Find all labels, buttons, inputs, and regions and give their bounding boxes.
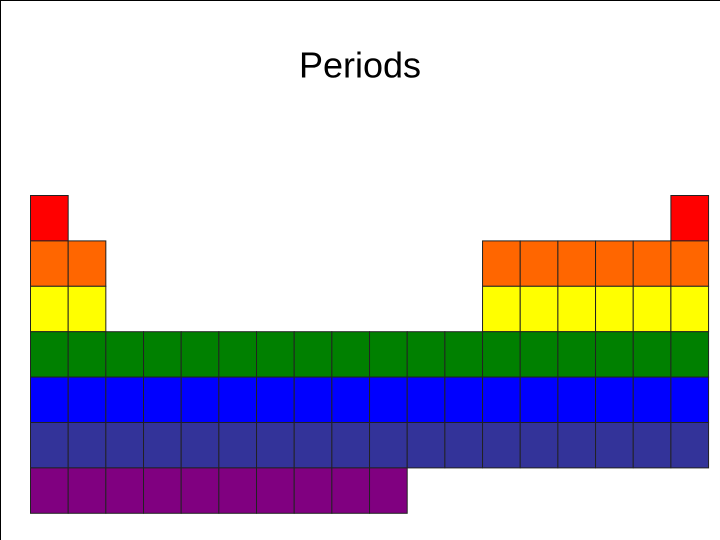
element-cell [331, 331, 371, 378]
element-cell [670, 240, 710, 287]
element-cell [30, 285, 69, 333]
element-cell [519, 331, 559, 378]
element-cell [67, 331, 107, 378]
element-cell [632, 422, 672, 469]
element-cell [105, 467, 145, 514]
element-cell [143, 331, 182, 378]
element-cell [595, 422, 634, 469]
element-cell [557, 285, 597, 333]
element-cell [105, 376, 145, 424]
element-cell [482, 331, 521, 378]
element-cell [30, 376, 69, 424]
element-cell [180, 331, 220, 378]
element-cell [30, 422, 69, 469]
element-cell [256, 331, 295, 378]
element-cell [482, 240, 521, 287]
element-cell [557, 240, 597, 287]
periodic-table [30, 195, 710, 514]
element-cell [670, 422, 710, 469]
element-cell [632, 285, 672, 333]
element-cell [105, 422, 145, 469]
element-cell [67, 285, 107, 333]
element-cell [256, 467, 295, 514]
element-cell [406, 376, 446, 424]
element-cell [331, 422, 371, 469]
element-cell [67, 467, 107, 514]
element-cell [30, 195, 69, 242]
element-cell [218, 422, 258, 469]
element-cell [519, 376, 559, 424]
element-cell [67, 376, 107, 424]
element-cell [369, 467, 408, 514]
element-cell [595, 376, 634, 424]
element-cell [406, 331, 446, 378]
element-cell [557, 331, 597, 378]
element-cell [632, 240, 672, 287]
element-cell [519, 240, 559, 287]
element-cell [670, 331, 710, 378]
element-cell [482, 376, 521, 424]
element-cell [256, 422, 295, 469]
element-cell [670, 195, 710, 242]
element-cell [519, 285, 559, 333]
element-cell [595, 331, 634, 378]
element-cell [67, 240, 107, 287]
element-cell [331, 467, 371, 514]
element-cell [482, 422, 521, 469]
element-cell [369, 376, 408, 424]
element-cell [444, 376, 484, 424]
element-cell [180, 376, 220, 424]
element-cell [143, 376, 182, 424]
element-cell [670, 285, 710, 333]
slide-title: Periods [299, 45, 421, 86]
element-cell [557, 422, 597, 469]
element-cell [143, 467, 182, 514]
element-cell [293, 422, 333, 469]
element-cell [444, 331, 484, 378]
element-cell [218, 331, 258, 378]
element-cell [557, 376, 597, 424]
element-cell [632, 331, 672, 378]
element-cell [180, 467, 220, 514]
element-cell [595, 285, 634, 333]
element-cell [369, 331, 408, 378]
element-cell [482, 285, 521, 333]
element-cell [67, 422, 107, 469]
element-cell [143, 422, 182, 469]
element-cell [293, 331, 333, 378]
element-cell [632, 376, 672, 424]
element-cell [30, 240, 69, 287]
element-cell [105, 331, 145, 378]
element-cell [218, 376, 258, 424]
element-cell [369, 422, 408, 469]
element-cell [180, 422, 220, 469]
element-cell [30, 467, 69, 514]
element-cell [293, 376, 333, 424]
element-cell [331, 376, 371, 424]
element-cell [406, 422, 446, 469]
element-cell [293, 467, 333, 514]
element-cell [519, 422, 559, 469]
element-cell [256, 376, 295, 424]
element-cell [670, 376, 710, 424]
element-cell [218, 467, 258, 514]
element-cell [595, 240, 634, 287]
element-cell [444, 422, 484, 469]
element-cell [30, 331, 69, 378]
